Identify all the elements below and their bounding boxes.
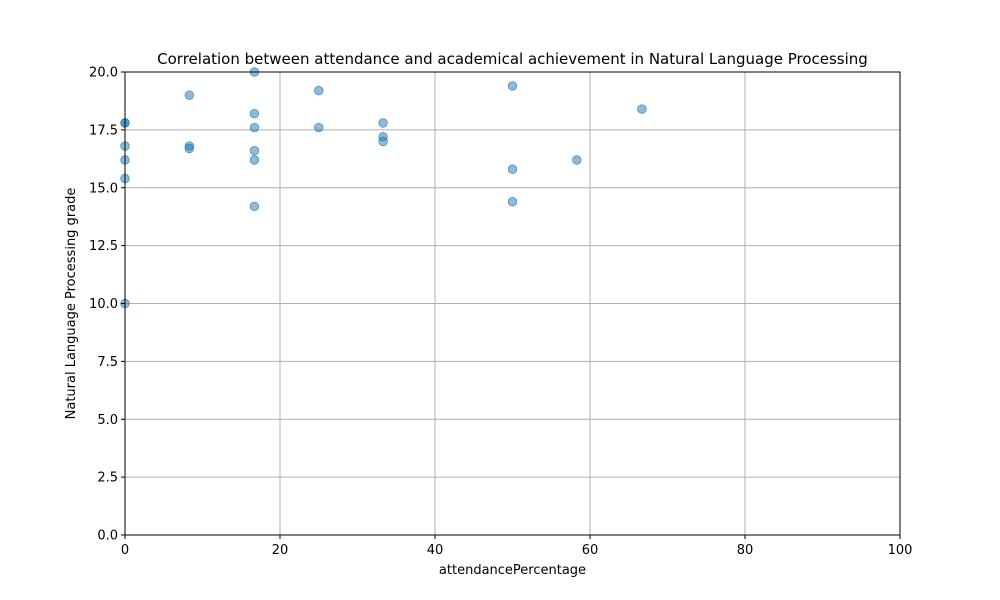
x-tick-label: 100 (888, 543, 913, 558)
y-tick-label: 12.5 (89, 239, 118, 254)
data-point (314, 85, 324, 96)
y-tick-label: 15.0 (89, 181, 118, 196)
x-tick-label: 80 (737, 543, 754, 558)
data-point (637, 104, 647, 114)
data-point (184, 143, 195, 154)
data-point (507, 164, 518, 174)
data-point (507, 196, 518, 207)
y-tick-label: 20.0 (89, 66, 118, 81)
y-tick-label: 10.0 (89, 297, 118, 312)
y-tick-label: 2.5 (97, 471, 118, 486)
data-point (572, 155, 582, 165)
x-tick-label: 20 (272, 543, 289, 558)
chart-title: Correlation between attendance and acade… (157, 50, 868, 68)
x-tick-label: 60 (582, 543, 599, 558)
y-tick-label: 7.5 (97, 355, 118, 370)
x-tick-label: 0 (121, 543, 129, 558)
data-point (249, 146, 260, 156)
data-point (249, 155, 260, 165)
x-tick-label: 40 (427, 543, 444, 558)
y-axis-label: Natural Language Processing grade (64, 188, 79, 420)
data-point (249, 122, 260, 133)
data-point (378, 136, 388, 147)
data-point (507, 81, 518, 91)
data-point (249, 108, 260, 119)
data-point (249, 201, 260, 211)
y-tick-label: 5.0 (97, 413, 118, 428)
y-tick-label: 17.5 (89, 123, 118, 138)
x-axis-ticks: 0 20 40 60 80 100 (121, 535, 913, 558)
data-point (184, 90, 195, 100)
y-axis-ticks: 0.0 2.5 5.0 7.5 10.0 12.5 15.0 17.5 20.0 (89, 66, 125, 544)
y-tick-label: 0.0 (97, 529, 118, 544)
data-point (314, 122, 324, 133)
data-point (378, 118, 388, 128)
x-axis-label: attendancePercentage (439, 563, 586, 578)
